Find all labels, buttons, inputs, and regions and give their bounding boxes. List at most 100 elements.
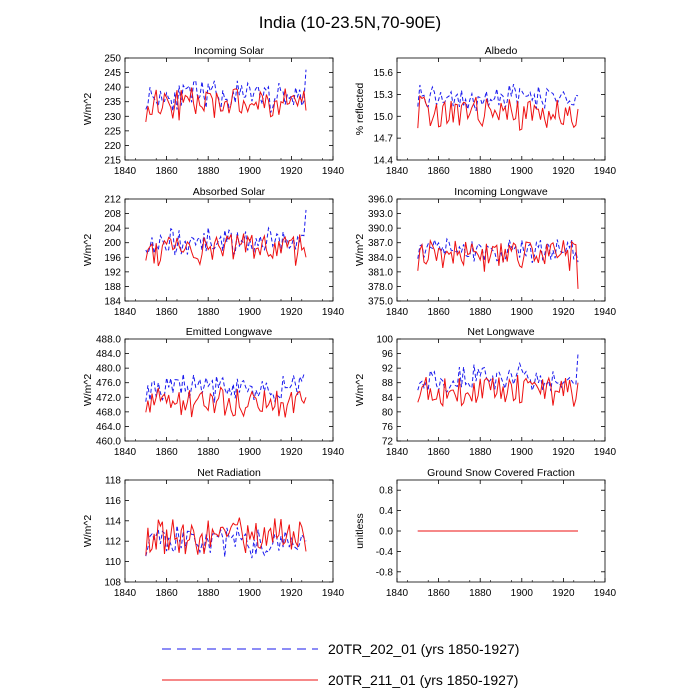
- y-tick-label: 468.0: [96, 407, 121, 418]
- series-line-20tr-211-01: [145, 386, 307, 418]
- panel-title: Incoming Solar: [194, 45, 265, 57]
- y-tick-label: 250: [104, 54, 121, 65]
- y-tick-label: 230: [104, 112, 121, 123]
- x-tick-label: 1940: [594, 588, 617, 599]
- series-line-20tr-211-01: [145, 517, 307, 556]
- x-tick-label: 1940: [594, 447, 617, 458]
- y-tick-label: 208: [104, 209, 121, 220]
- panel-ground-snow-covered-fraction: Ground Snow Covered Fraction unitless 1840…: [354, 467, 617, 599]
- series-line-20tr-211-01: [417, 94, 579, 131]
- legend: 20TR_202_01 (yrs 1850-1927) 20TR_211_01 …: [162, 641, 519, 688]
- y-tick-label: 92: [382, 364, 394, 375]
- y-tick-label: 0.0: [379, 527, 393, 538]
- y-tick-label: 245: [104, 68, 121, 79]
- x-tick-label: 1840: [114, 166, 137, 177]
- y-tick-label: 200: [104, 238, 121, 249]
- y-tick-label: 88: [382, 378, 394, 389]
- x-tick-label: 1920: [280, 166, 303, 177]
- y-tick-label: 15.3: [374, 90, 394, 101]
- x-tick-label: 1860: [155, 447, 178, 458]
- x-tick-label: 1860: [427, 307, 450, 318]
- y-tick-label: 0.4: [379, 506, 393, 517]
- panel-title: Net Longwave: [467, 326, 534, 338]
- x-tick-label: 1900: [239, 588, 262, 599]
- y-tick-label: 118: [105, 476, 121, 487]
- x-tick-label: 1920: [552, 588, 575, 599]
- y-tick-label: 378.0: [368, 282, 393, 293]
- panel-title: Incoming Longwave: [454, 186, 548, 198]
- x-tick-label: 1900: [239, 166, 262, 177]
- x-tick-label: 1940: [322, 588, 345, 599]
- panel-title: Ground Snow Covered Fraction: [427, 467, 575, 479]
- x-tick-label: 1840: [114, 588, 137, 599]
- y-tick-label: 212: [104, 195, 121, 206]
- y-tick-label: 84: [382, 393, 394, 404]
- y-axis-label: W/m^2: [82, 374, 94, 407]
- panel-net-radiation: Net Radiation W/m^2 1840 1860 1880 1900 1920 19…: [82, 467, 345, 599]
- x-tick-label: 1940: [594, 166, 617, 177]
- y-axis-label: % reflected: [354, 83, 366, 136]
- y-tick-label: 96: [382, 349, 394, 360]
- y-tick-label: 472.0: [96, 393, 121, 404]
- y-tick-label: 460.0: [96, 437, 121, 448]
- series-line-20tr-202-01: [145, 69, 307, 113]
- y-tick-label: 14.7: [374, 134, 394, 145]
- y-tick-label: 375.0: [368, 297, 393, 308]
- panel-incoming-longwave: Incoming Longwave W/m^2 1840 1860 1880 1900 19…: [354, 186, 617, 318]
- panel-absorbed-solar: Absorbed Solar W/m^2 1840 1860 1880 1900 1920 1…: [82, 186, 345, 318]
- y-tick-label: -0.4: [376, 547, 394, 558]
- y-tick-label: 14.4: [374, 156, 394, 167]
- series-line-20tr-211-01: [417, 238, 579, 289]
- x-tick-label: 1900: [239, 307, 262, 318]
- figure-title: India (10-23.5N,70-90E): [259, 13, 441, 32]
- y-axis-label: W/m^2: [82, 515, 94, 548]
- y-tick-label: 220: [104, 141, 121, 152]
- x-tick-label: 1940: [322, 447, 345, 458]
- y-axis-label: W/m^2: [82, 93, 94, 126]
- x-tick-label: 1880: [197, 166, 220, 177]
- x-tick-label: 1840: [114, 447, 137, 458]
- panel-title: Absorbed Solar: [193, 186, 266, 198]
- series-line-20tr-202-01: [145, 525, 307, 559]
- plot-frame: [396, 57, 606, 161]
- y-tick-label: 0.8: [379, 486, 393, 497]
- x-tick-label: 1880: [469, 588, 492, 599]
- panel-grid: Incoming Solar W/m^2 1840 1860 1880 1900 1920 1…: [82, 45, 617, 599]
- panel-title: Net Radiation: [197, 467, 261, 479]
- series-line-20tr-211-01: [145, 87, 307, 122]
- x-tick-label: 1920: [552, 166, 575, 177]
- x-tick-label: 1860: [155, 588, 178, 599]
- y-tick-label: 15.6: [374, 68, 394, 79]
- y-tick-label: 240: [104, 83, 121, 94]
- x-tick-label: 1900: [511, 307, 534, 318]
- x-tick-label: 1940: [322, 307, 345, 318]
- x-tick-label: 1920: [552, 307, 575, 318]
- panel-albedo: Albedo % reflected 1840 1860 1880 1900 1920 194…: [354, 45, 617, 177]
- y-tick-label: 72: [382, 437, 394, 448]
- y-tick-label: 108: [104, 578, 121, 589]
- y-tick-label: 110: [105, 557, 121, 568]
- y-tick-label: 484.0: [96, 349, 121, 360]
- plot-frame: [124, 198, 334, 302]
- x-tick-label: 1880: [197, 307, 220, 318]
- y-tick-label: 488.0: [96, 335, 121, 346]
- series-line-20tr-202-01: [145, 373, 307, 403]
- y-tick-label: 112: [105, 537, 121, 548]
- plot-frame: [124, 479, 334, 583]
- x-tick-label: 1900: [511, 447, 534, 458]
- y-tick-label: 100: [376, 335, 393, 346]
- x-tick-label: 1900: [239, 447, 262, 458]
- y-tick-label: 390.0: [368, 224, 393, 235]
- y-axis-label: W/m^2: [354, 234, 366, 267]
- panel-title: Emitted Longwave: [186, 326, 273, 338]
- plot-frame: [396, 198, 606, 302]
- legend-label-20tr-211-01: 20TR_211_01 (yrs 1850-1927): [328, 672, 518, 688]
- y-axis-label: W/m^2: [82, 234, 94, 267]
- y-tick-label: 464.0: [96, 422, 121, 433]
- x-tick-label: 1880: [469, 447, 492, 458]
- x-tick-label: 1940: [594, 307, 617, 318]
- y-tick-label: 384.0: [368, 253, 393, 264]
- x-tick-label: 1840: [386, 307, 409, 318]
- series-line-20tr-211-01: [417, 375, 579, 408]
- x-tick-label: 1860: [427, 447, 450, 458]
